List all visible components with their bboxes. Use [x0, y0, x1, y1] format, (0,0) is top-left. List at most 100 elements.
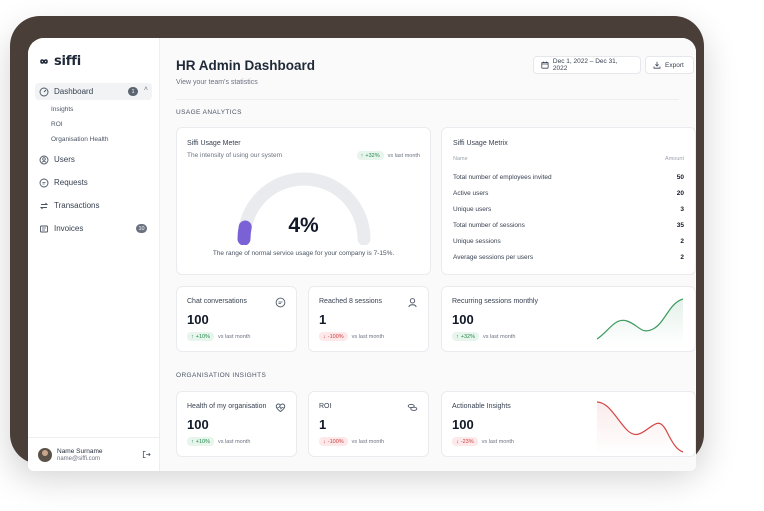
users-icon [39, 155, 49, 164]
matrix-col-name: Name [453, 156, 468, 162]
sparkline-area [597, 402, 683, 455]
sidebar-item-label: Users [54, 155, 75, 164]
gauge-fill [237, 220, 252, 245]
invoices-icon [40, 225, 48, 232]
stat-value: 100 [187, 312, 209, 327]
trend-vs-label: vs last month [217, 333, 251, 340]
sidebar: siffi Dashboard 1 ˄ Insights ROI Organis… [28, 38, 160, 471]
matrix-col-amount: Amount [665, 156, 684, 162]
user-profile[interactable]: Name Surname name@siffi.com [28, 437, 159, 471]
row-name: Unique sessions [453, 237, 501, 245]
sidebar-subitem-organisation-health[interactable]: Organisation Health [51, 136, 109, 143]
logout-icon[interactable] [142, 450, 151, 459]
sidebar-item-label: Transactions [54, 201, 100, 210]
row-amount: 3 [680, 205, 684, 213]
usage-meter-card: Siffi Usage Meter The intensity of using… [176, 127, 431, 275]
table-row: Unique sessions 2 [453, 233, 684, 249]
arrow-down-icon: ↓ [323, 438, 326, 445]
stat-value: 100 [452, 417, 474, 432]
matrix-rows: Total number of employees invited 50 Acti… [453, 169, 684, 265]
heart-pulse-icon [275, 403, 286, 413]
trend-value: -100% [327, 333, 344, 340]
sparkline-area [597, 299, 683, 345]
tablet-frame: siffi Dashboard 1 ˄ Insights ROI Organis… [10, 16, 704, 471]
sidebar-subitem-insights[interactable]: Insights [51, 106, 74, 113]
date-range-button[interactable]: Dec 1, 2022 – Dec 31, 2022 [533, 56, 641, 74]
row-name: Total number of sessions [453, 221, 525, 229]
arrow-up-icon: ↑ [191, 333, 194, 340]
requests-icon [39, 178, 49, 187]
row-amount: 2 [680, 253, 684, 261]
trend-vs-label: vs last month [351, 333, 385, 340]
actionable-insights-card: Actionable Insights 100 ↓ -23% vs last mo… [441, 391, 696, 457]
trend-vs-label: vs last month [351, 438, 385, 445]
row-amount: 20 [676, 189, 684, 197]
page-subtitle: View your team's statistics [176, 79, 258, 86]
stat-trend: ↓ -100% vs last month [319, 437, 384, 446]
sidebar-item-transactions[interactable]: Transactions [35, 197, 152, 214]
gauge-value: 4% [288, 214, 319, 237]
dashboard-icon [39, 87, 49, 96]
page-header: HR Admin Dashboard View your team's stat… [176, 38, 694, 100]
stat-trend: ↑ +32% vs last month [452, 332, 515, 341]
trend-vs-label: vs last month [482, 333, 516, 340]
meter-trend: ↑ +32% vs last month [356, 151, 420, 160]
sparkline-line [596, 401, 684, 453]
recurring-sessions-card: Recurring sessions monthly 100 ↑ +32% vs … [441, 286, 696, 352]
meter-title: Siffi Usage Meter [187, 140, 241, 147]
avatar [38, 447, 52, 462]
arrow-up-icon: ↑ [191, 438, 194, 445]
stat-trend: ↓ -23% vs last month [452, 437, 514, 446]
infinity-logo-icon [40, 59, 48, 64]
stat-title: Reached 8 sessions [319, 298, 383, 305]
export-label: Export [665, 61, 684, 69]
screen: siffi Dashboard 1 ˄ Insights ROI Organis… [28, 38, 696, 471]
transactions-icon [39, 202, 49, 209]
stat-value: 1 [319, 417, 327, 432]
logo-text: siffi [54, 54, 81, 69]
sparkline-line [596, 298, 684, 340]
sidebar-item-invoices[interactable]: Invoices 10 [35, 220, 152, 237]
table-row: Average sessions per users 2 [453, 249, 684, 265]
matrix-header: Name Amount [453, 156, 684, 162]
stat-value: 100 [187, 417, 209, 432]
sparkline-up [596, 298, 684, 345]
row-name: Active users [453, 189, 489, 197]
stat-trend: ↑ +10% vs last month [187, 332, 250, 341]
stat-title: Chat conversations [187, 298, 247, 305]
matrix-title: Siffi Usage Metrix [453, 140, 508, 147]
stat-title: Health of my organisation [187, 403, 267, 410]
arrow-up-icon: ↑ [456, 333, 459, 340]
trend-value: +10% [195, 438, 210, 445]
sidebar-item-requests[interactable]: Requests [35, 174, 152, 191]
trend-value: +10% [195, 333, 210, 340]
export-button[interactable]: Export [645, 56, 694, 74]
sparkline-down [596, 401, 684, 455]
trend-down-badge: ↓ -100% [319, 437, 348, 446]
calendar-icon [541, 61, 549, 69]
row-name: Unique users [453, 205, 492, 213]
logo[interactable]: siffi [35, 54, 152, 69]
sidebar-item-users[interactable]: Users [35, 151, 152, 168]
stat-trend: ↑ +10% vs last month [187, 437, 250, 446]
stat-title: Actionable Insights [452, 403, 511, 410]
chevron-up-icon[interactable]: ˄ [143, 86, 148, 93]
trend-up-badge: ↑ +10% [187, 332, 214, 341]
table-row: Total number of employees invited 50 [453, 169, 684, 185]
sidebar-subitem-roi[interactable]: ROI [51, 121, 63, 128]
sidebar-item-dashboard[interactable]: Dashboard 1 ˄ [35, 83, 152, 100]
page-title: HR Admin Dashboard [176, 58, 316, 73]
row-amount: 2 [680, 237, 684, 245]
sidebar-item-label: Dashboard [54, 87, 94, 96]
profile-email: name@siffi.com [57, 455, 100, 462]
chat-conversations-card: Chat conversations 100 ↑ +10% vs last mon… [176, 286, 297, 352]
table-row: Unique users 3 [453, 201, 684, 217]
stat-title: Recurring sessions monthly [452, 298, 538, 305]
usage-gauge [237, 172, 371, 245]
table-row: Total number of sessions 35 [453, 217, 684, 233]
trend-vs-label: vs last month [387, 152, 420, 159]
stat-value: 100 [452, 312, 474, 327]
trend-value: +32% [365, 152, 380, 159]
trend-vs-label: vs last month [481, 438, 514, 445]
trend-up-badge: ↑ +32% [452, 332, 479, 341]
